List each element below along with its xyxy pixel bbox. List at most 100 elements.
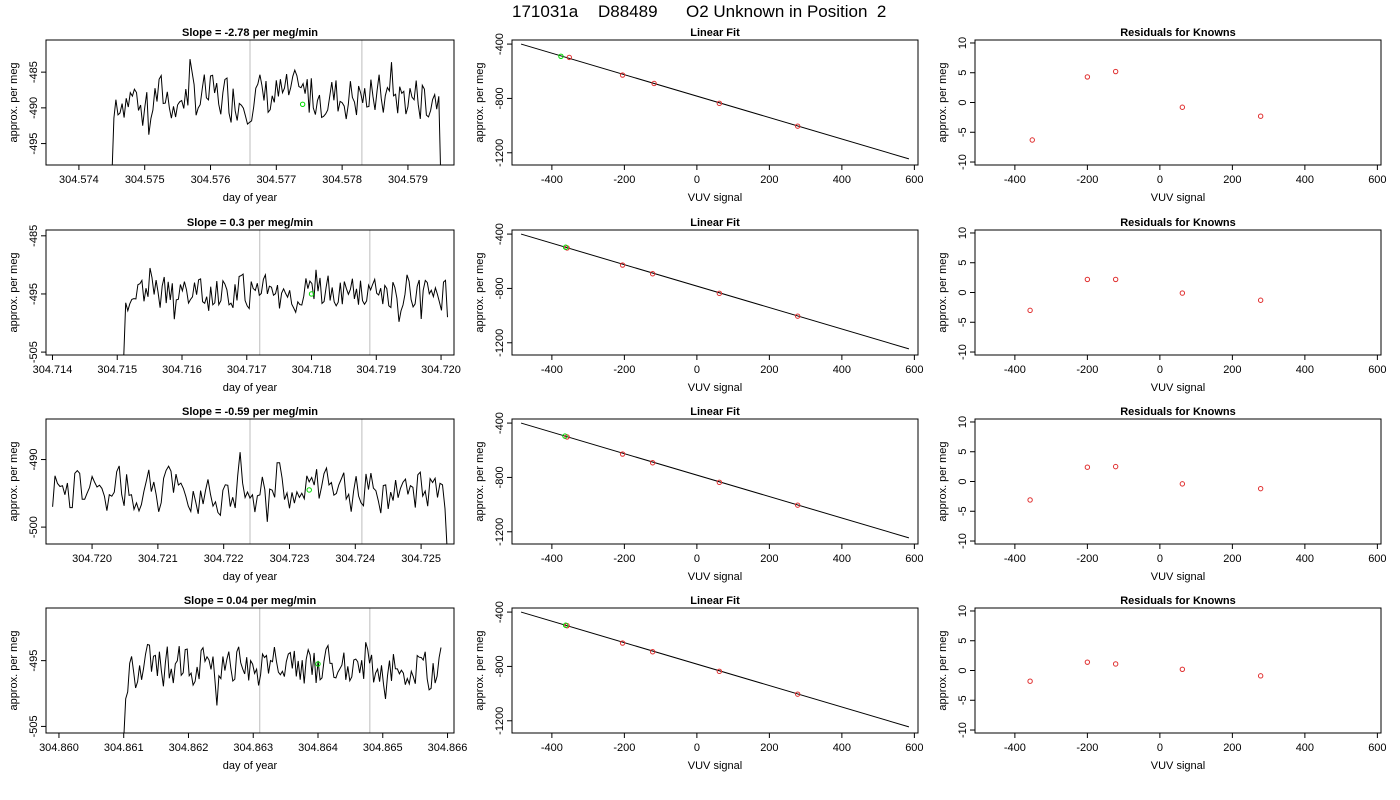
x-tick-label: 304.725 (401, 553, 441, 565)
plot-frame (45, 418, 455, 545)
x-tick-label: 200 (1223, 174, 1241, 186)
plot-frame (511, 607, 919, 734)
panel-title: Slope = -0.59 per meg/min (182, 406, 318, 418)
x-tick-label: 600 (1368, 364, 1386, 376)
known-point (1027, 307, 1033, 314)
x-tick-label: 400 (1296, 174, 1314, 186)
x-tick-label: 304.724 (335, 553, 375, 565)
x-tick-label: -400 (1004, 742, 1026, 754)
x-tick-label: 304.719 (356, 364, 396, 376)
y-tick-label: -1200 (494, 518, 506, 546)
x-tick-label: -400 (541, 364, 563, 376)
x-tick-label: 304.863 (233, 742, 273, 754)
y-tick-label: -1200 (494, 329, 506, 357)
known-point (619, 451, 626, 457)
known-point (619, 72, 626, 78)
x-tick-label: 0 (1157, 742, 1163, 754)
data-trace (123, 642, 442, 733)
x-tick-label: 200 (760, 553, 778, 565)
fit-line (520, 233, 910, 350)
panel-r1-c3: Residuals for Knowns -400 -200 0 200 400 600 VU… (937, 27, 1387, 204)
unknown-marker (308, 291, 315, 297)
x-tick-label: 304.720 (72, 553, 112, 565)
y-tick-label: 5 (957, 70, 969, 76)
x-tick-label: 304.579 (388, 174, 428, 186)
x-axis-label: VUV signal (688, 382, 742, 394)
known-point (1179, 104, 1186, 110)
y-axis-label: approx. per meg (8, 62, 20, 142)
known-point (1179, 666, 1186, 673)
y-tick-label: -495 (28, 283, 40, 305)
known-point (566, 54, 572, 61)
x-tick-label: 0 (694, 364, 700, 376)
y-axis-label: approx. per meg (8, 252, 20, 332)
unknown-point (562, 244, 569, 250)
title-description: O2 Unknown in Position 2 (686, 2, 887, 21)
x-axis-label: VUV signal (1151, 382, 1205, 394)
y-tick-label: -400 (494, 412, 506, 434)
y-tick-label: -5 (957, 317, 969, 327)
y-tick-label: -800 (494, 466, 506, 488)
known-point (794, 502, 801, 508)
panel-title: Residuals for Knowns (1120, 595, 1236, 607)
y-tick-label: 0 (957, 99, 969, 105)
figure-title: 171031a D88489 O2 Unknown in Position 2 (0, 0, 1400, 26)
known-point (1084, 659, 1091, 665)
y-tick-label: -400 (494, 601, 506, 623)
panel-title: Residuals for Knowns (1120, 217, 1236, 229)
x-tick-label: -200 (1076, 553, 1098, 565)
x-tick-label: 200 (1223, 553, 1241, 565)
y-axis-label: approx. per meg (937, 630, 949, 710)
y-tick-label: 5 (957, 638, 969, 644)
panel-title: Slope = -2.78 per meg/min (182, 27, 318, 39)
plot-frame (45, 39, 455, 166)
x-tick-label: 200 (1223, 364, 1241, 376)
x-tick-label: 400 (833, 364, 851, 376)
x-tick-label: 400 (1296, 553, 1314, 565)
y-tick-label: 5 (957, 260, 969, 266)
x-tick-label: 0 (694, 742, 700, 754)
y-tick-label: -5 (957, 127, 969, 137)
y-axis-label: approx. per meg (8, 441, 20, 521)
y-tick-label: 10 (957, 605, 969, 617)
x-tick-label: -400 (541, 174, 563, 186)
known-point (651, 80, 657, 87)
x-tick-label: 400 (1296, 742, 1314, 754)
known-point (1112, 463, 1119, 470)
known-point (649, 649, 656, 655)
x-tick-label: -400 (1004, 364, 1026, 376)
plot-data (520, 422, 910, 539)
unknown-marker (299, 101, 306, 107)
x-tick-label: 304.715 (97, 364, 137, 376)
y-tick-label: -490 (28, 449, 40, 471)
known-point (716, 668, 723, 675)
plot-data (52, 452, 448, 544)
data-trace (52, 452, 448, 544)
panel-title: Residuals for Knowns (1120, 27, 1236, 39)
known-point (1257, 297, 1264, 303)
plot-frame (511, 418, 919, 545)
x-tick-label: -200 (1076, 364, 1098, 376)
known-point (1027, 497, 1033, 503)
x-tick-label: 600 (905, 742, 923, 754)
y-tick-label: -1200 (494, 139, 506, 167)
known-point (794, 691, 801, 697)
x-tick-label: 304.575 (125, 174, 165, 186)
x-axis-label: VUV signal (688, 192, 742, 204)
x-tick-label: 304.577 (256, 174, 296, 186)
x-axis-label: VUV signal (1151, 571, 1205, 583)
y-axis-label: approx. per meg (474, 441, 486, 521)
plot-data (111, 59, 441, 165)
x-tick-label: 200 (760, 364, 778, 376)
known-point (649, 460, 656, 466)
y-axis-label: approx. per meg (8, 630, 20, 710)
y-tick-label: -505 (28, 715, 40, 737)
panel-title: Residuals for Knowns (1120, 406, 1236, 418)
panel-r1-c1: Slope = -2.78 per meg/min 304.574 304.575 3… (8, 27, 455, 204)
y-tick-label: -485 (28, 61, 40, 83)
x-tick-label: -200 (1076, 174, 1098, 186)
known-point (1084, 74, 1091, 80)
x-axis-label: day of year (223, 382, 278, 394)
